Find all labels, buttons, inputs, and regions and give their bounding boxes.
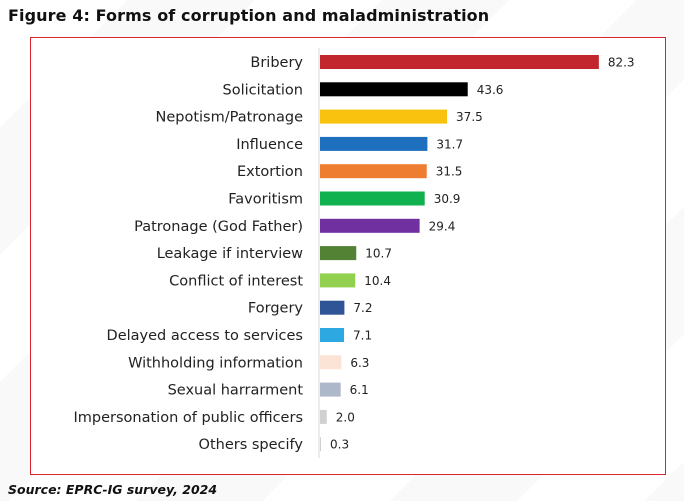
bar [320, 55, 599, 69]
category-label: Forgery [248, 301, 303, 317]
bar [320, 409, 327, 424]
value-label: 7.2 [353, 301, 372, 315]
category-label: Extortion [237, 164, 303, 180]
category-label: Influence [236, 137, 303, 153]
category-label: Withholding information [128, 355, 303, 371]
bar [320, 382, 341, 397]
bar [320, 328, 345, 342]
figure-title: Figure 4: Forms of corruption and maladm… [8, 6, 490, 25]
value-label: 2.0 [336, 410, 355, 424]
value-label: 10.7 [365, 247, 392, 261]
value-label: 29.4 [429, 219, 456, 233]
bar [320, 437, 322, 452]
category-label: Conflict of interest [169, 273, 303, 289]
bar [320, 136, 428, 151]
category-label: Favoritism [228, 192, 303, 208]
category-label: Patronage (God Father) [134, 219, 303, 235]
category-label: Solicitation [223, 82, 303, 98]
value-label: 7.1 [353, 329, 372, 343]
value-label: 31.7 [436, 137, 463, 151]
value-label: 31.5 [436, 165, 463, 179]
value-label: 30.9 [434, 192, 461, 206]
category-label: Impersonation of public officers [74, 410, 304, 426]
bar [320, 218, 420, 233]
category-label: Others specify [199, 437, 304, 453]
bar [320, 246, 357, 261]
category-label: Bribery [250, 55, 303, 71]
bar [320, 355, 342, 370]
category-label: Leakage if interview [157, 246, 303, 262]
value-label: 6.1 [350, 383, 369, 397]
bar [320, 82, 468, 97]
bar [320, 109, 448, 124]
value-label: 82.3 [608, 56, 635, 70]
value-label: 6.3 [350, 356, 369, 370]
value-label: 0.3 [330, 438, 349, 452]
value-label: 37.5 [456, 110, 483, 124]
bar [320, 273, 356, 288]
value-label: 43.6 [477, 83, 504, 97]
category-label: Sexual harrarment [168, 383, 304, 399]
bar [320, 191, 425, 206]
source-note: Source: EPRC-IG survey, 2024 [8, 482, 218, 497]
bar [320, 300, 345, 315]
category-label: Delayed access to services [107, 328, 303, 344]
value-label: 10.4 [364, 274, 391, 288]
bar [320, 164, 427, 179]
category-label: Nepotism/Patronage [156, 110, 304, 126]
